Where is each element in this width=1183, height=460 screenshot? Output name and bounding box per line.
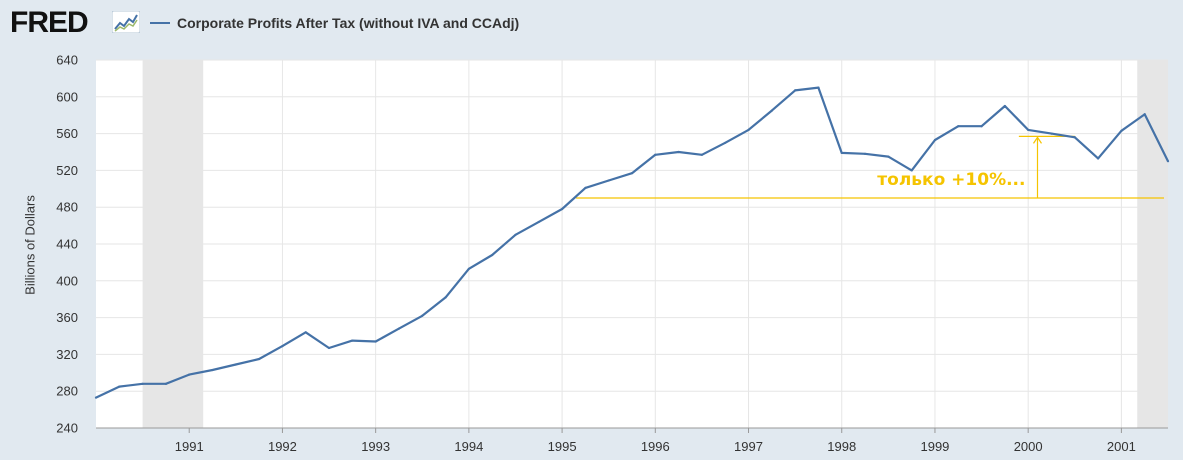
- y-tick-label: 240: [56, 421, 78, 436]
- y-tick-label: 400: [56, 273, 78, 288]
- data-point: [1073, 136, 1076, 139]
- y-tick-label: 280: [56, 384, 78, 399]
- data-point: [141, 382, 144, 385]
- data-point: [747, 128, 750, 132]
- legend-line-swatch: [150, 22, 170, 24]
- x-tick-label: 2001: [1107, 439, 1136, 454]
- data-point: [1120, 129, 1123, 132]
- data-point: [677, 150, 680, 154]
- x-tick-label: 1996: [641, 439, 670, 454]
- data-point: [887, 155, 890, 158]
- x-tick-label: 1994: [454, 439, 483, 454]
- data-point: [281, 345, 284, 348]
- data-point: [467, 267, 470, 270]
- x-tick-label: 1991: [175, 439, 204, 454]
- y-tick-label: 320: [56, 347, 78, 362]
- data-point: [164, 382, 168, 385]
- y-tick-label: 360: [56, 310, 78, 325]
- data-point: [630, 172, 634, 175]
- data-point: [560, 207, 564, 211]
- legend[interactable]: Corporate Profits After Tax (without IVA…: [150, 10, 519, 36]
- data-point: [584, 186, 587, 189]
- data-point: [491, 253, 494, 257]
- header: FRED Corporate Profits After Tax (withou…: [0, 0, 1183, 48]
- data-point: [700, 153, 704, 156]
- x-tick-label: 1992: [268, 439, 297, 454]
- data-point: [514, 233, 517, 236]
- data-point: [957, 125, 960, 128]
- data-point: [770, 109, 773, 112]
- x-tick-label: 1997: [734, 439, 763, 454]
- annotation-arrow-head: [1032, 136, 1042, 144]
- data-point: [234, 363, 237, 366]
- data-point: [397, 327, 401, 330]
- data-point: [258, 357, 261, 361]
- data-point: [374, 340, 377, 343]
- y-tick-label: 600: [56, 89, 78, 104]
- annotation-text: только +10%...: [877, 170, 1025, 190]
- y-tick-label: 520: [56, 163, 78, 178]
- trend-chart-icon: [112, 11, 140, 33]
- data-point: [817, 86, 820, 89]
- data-point: [607, 179, 610, 182]
- data-point: [118, 385, 121, 388]
- data-point: [1050, 132, 1053, 135]
- data-point: [537, 220, 540, 224]
- fred-logo[interactable]: FRED: [10, 6, 89, 39]
- data-point: [1166, 160, 1170, 163]
- data-point: [724, 141, 727, 144]
- data-point: [654, 153, 657, 156]
- data-point: [351, 339, 354, 342]
- data-point: [1143, 113, 1146, 116]
- data-point: [444, 296, 447, 299]
- x-tick-label: 1998: [827, 439, 856, 454]
- x-tick-label: 1999: [920, 439, 949, 454]
- data-point: [910, 169, 913, 172]
- y-tick-label: 440: [56, 237, 78, 252]
- data-point: [1003, 104, 1006, 108]
- data-point: [304, 331, 307, 334]
- data-point: [94, 396, 98, 399]
- x-tick-label: 1995: [548, 439, 577, 454]
- y-tick-label: 560: [56, 126, 78, 141]
- data-point: [211, 368, 214, 372]
- data-point: [840, 151, 843, 155]
- y-tick-label: 480: [56, 200, 78, 215]
- data-point: [1027, 128, 1030, 132]
- data-point: [933, 138, 937, 142]
- legend-label: Corporate Profits After Tax (without IVA…: [177, 15, 520, 31]
- y-tick-label: 640: [56, 53, 78, 68]
- data-point: [188, 373, 191, 376]
- data-point: [794, 89, 797, 92]
- data-point: [327, 346, 331, 350]
- data-point: [980, 125, 983, 128]
- x-tick-label: 1993: [361, 439, 390, 454]
- data-point: [863, 152, 867, 155]
- data-point: [421, 314, 424, 317]
- x-tick-label: 2000: [1014, 439, 1043, 454]
- data-point: [1096, 157, 1100, 160]
